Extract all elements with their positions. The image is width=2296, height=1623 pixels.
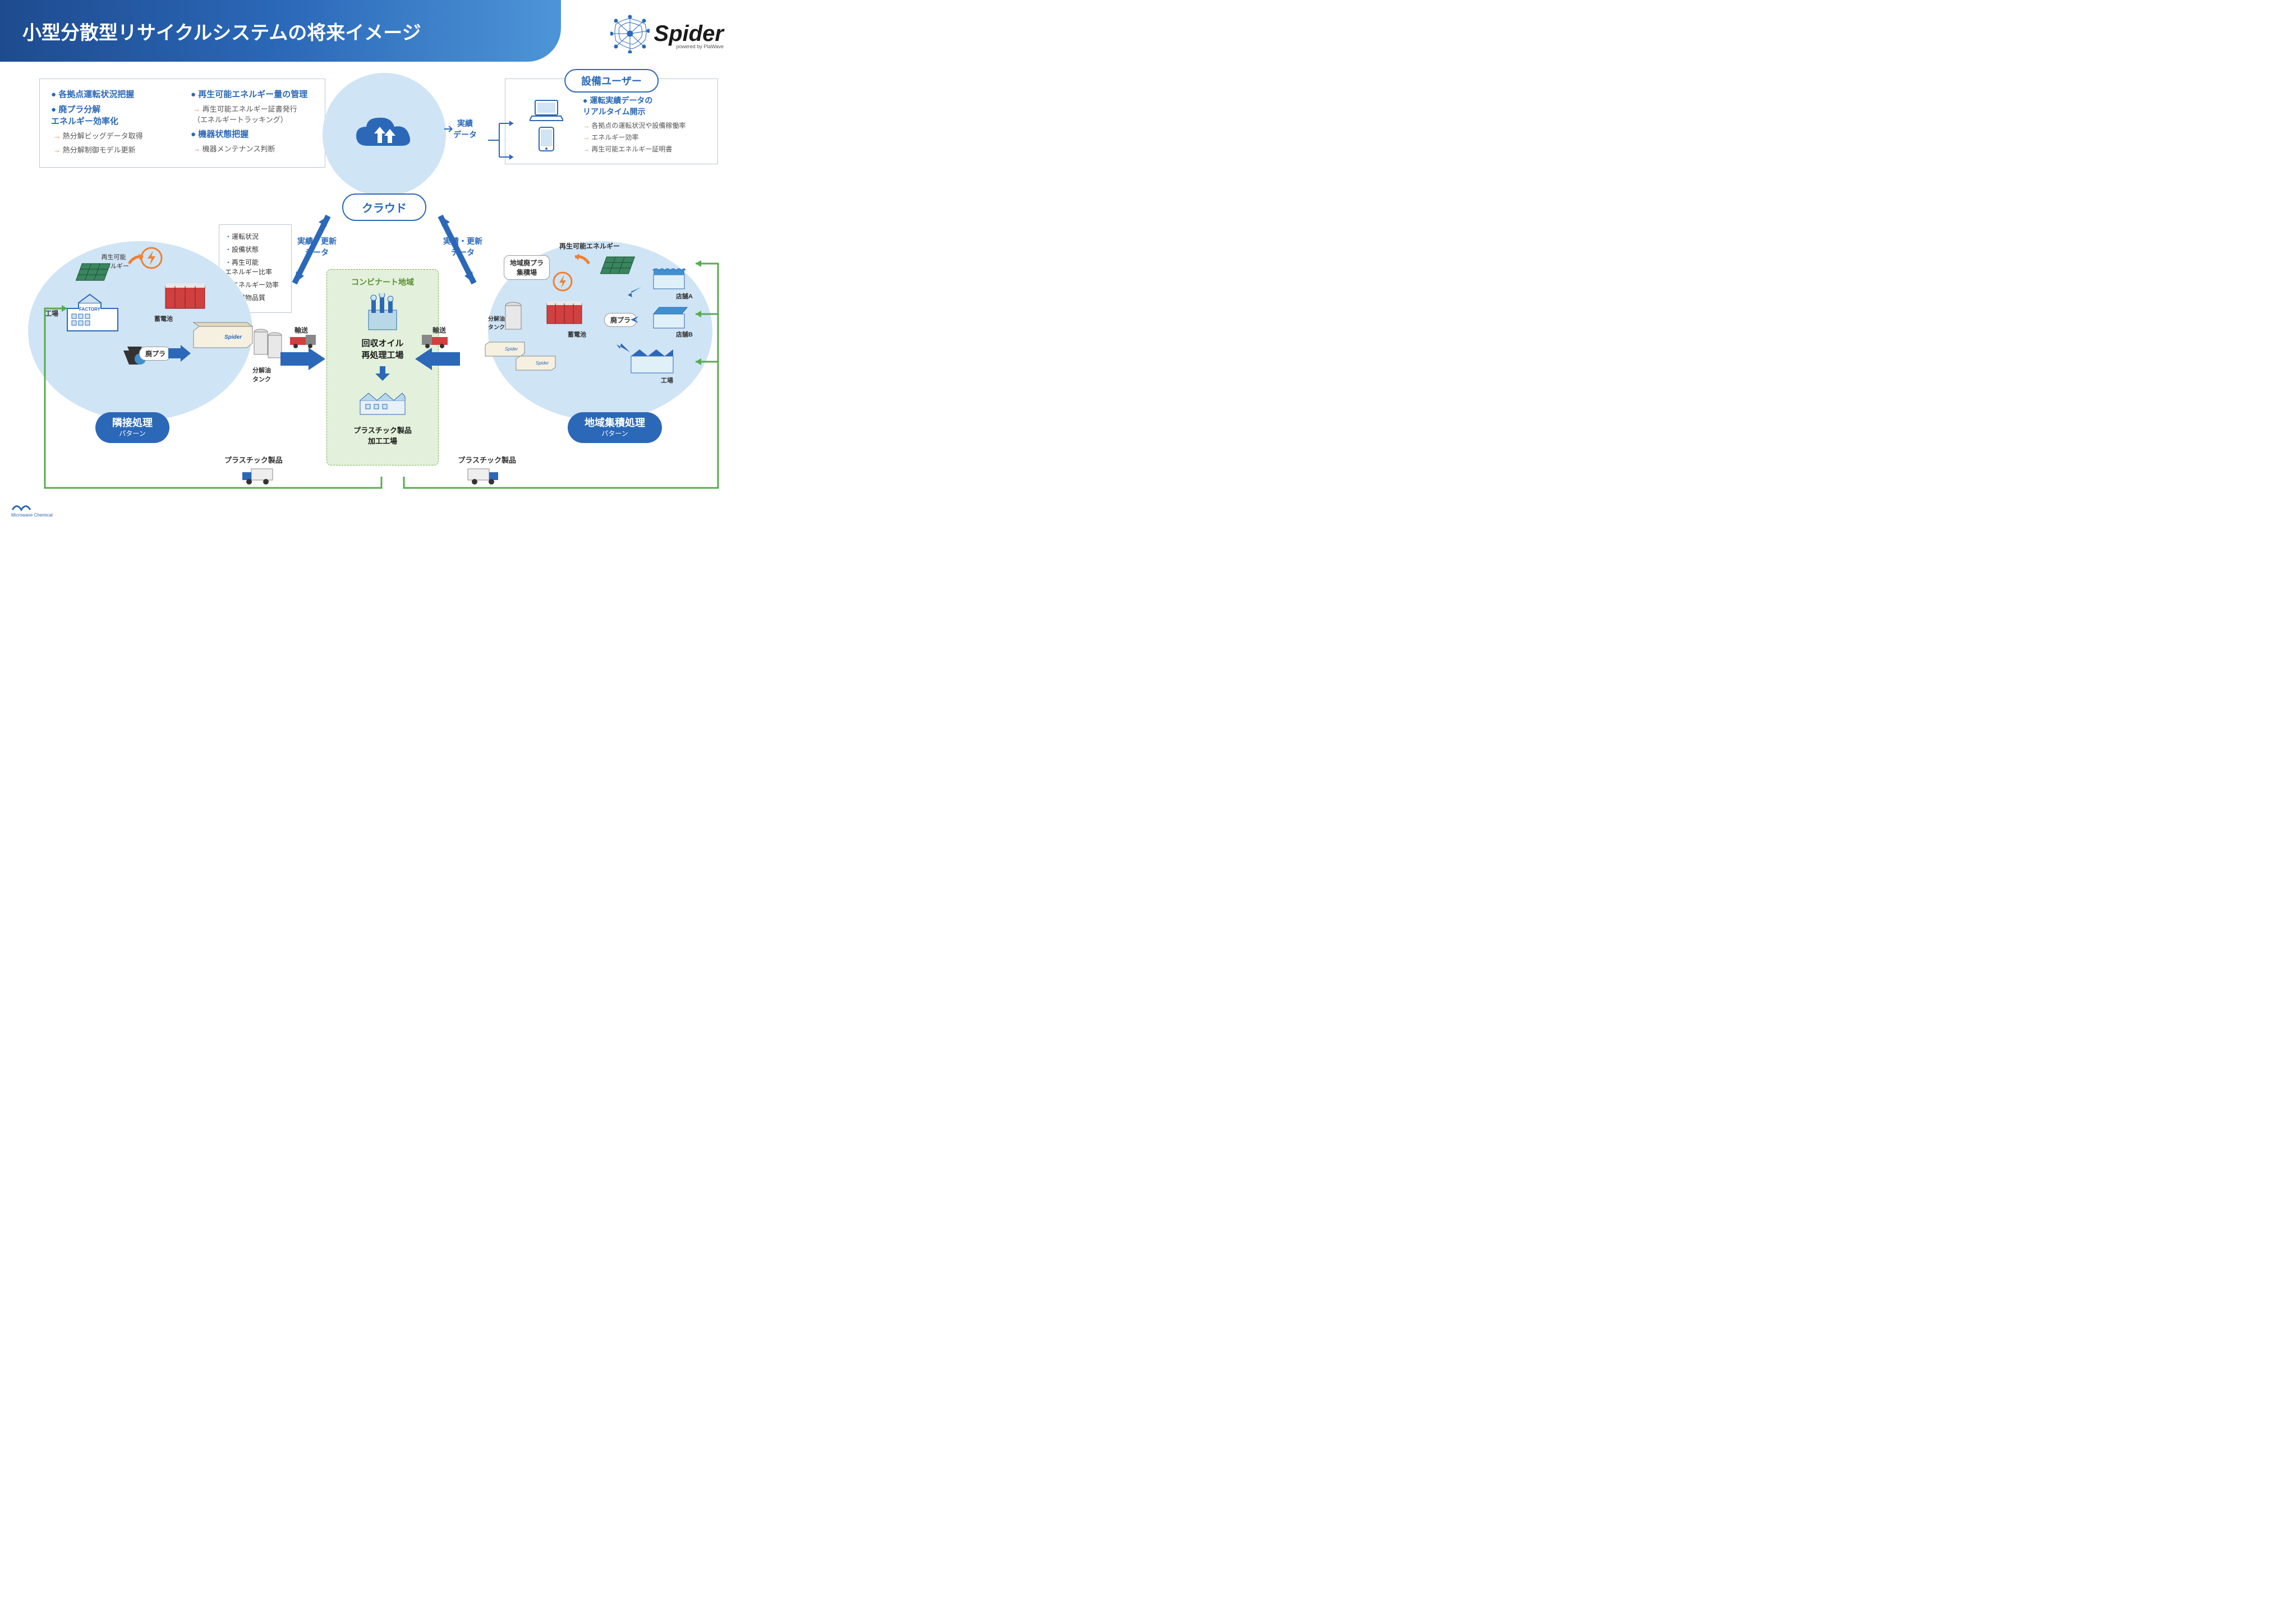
cloud-circle (323, 73, 446, 196)
svg-text:Spider: Spider (536, 361, 549, 366)
store-a-label: 店舗A (676, 292, 693, 301)
local-waste-label: 地域廃プラ 集積場 (504, 255, 550, 280)
logo-text: Spider (654, 21, 724, 47)
truck-right-icon (418, 334, 449, 349)
arrow-right-icon (444, 123, 455, 135)
battery-right-label: 蓄電池 (568, 330, 586, 339)
battery-label: 蓄電池 (154, 314, 173, 323)
battery-icon (163, 275, 213, 314)
cloud-label: クラウド (342, 193, 426, 221)
down-arrow-icon (374, 365, 391, 382)
plastic-factory-icon (355, 386, 411, 420)
metric-item: 再生可能 エネルギー比率 (225, 257, 286, 276)
update-data-label-right: 実績・更新 データ (443, 236, 482, 258)
factory-right-label: 工場 (661, 376, 673, 385)
store-b-icon (651, 306, 690, 331)
oil-tank-right-icon (502, 300, 530, 334)
feature-sub: 熱分解ビッグデータ取得 (53, 130, 174, 141)
orange-arrow-icon (126, 252, 149, 269)
battery-right-icon (544, 294, 589, 328)
svg-text:Spider: Spider (224, 334, 242, 340)
svg-text:Spider: Spider (505, 347, 518, 352)
update-data-label-left: 実績・更新 データ (297, 236, 337, 258)
smartphone-icon (538, 126, 555, 152)
feature-main: 各拠点運転状況把握 (51, 88, 174, 100)
plastic-product-right: プラスチック製品 (458, 454, 516, 465)
bracket-icon (488, 112, 527, 168)
store-a-icon (651, 264, 690, 292)
solar-panel-right-icon (597, 251, 637, 279)
solar-panel-icon (73, 258, 112, 286)
pattern-right-badge: 地域集積処理 パターン (568, 412, 662, 443)
metric-item: 設備状態 (225, 245, 286, 254)
feature-main: 機器状態把握 (191, 128, 314, 140)
blue-arrow-wide-icon (280, 348, 325, 370)
user-sub-item: 各拠点の運転状況や設備稼働率 (583, 121, 707, 130)
svg-text:FACTORY: FACTORY (79, 307, 100, 312)
laptop-icon (530, 99, 563, 122)
feature-sub: 機器メンテナンス判断 (193, 143, 314, 154)
blue-arrow-left-icon (415, 348, 460, 370)
factory-icon: FACTORY (62, 286, 129, 336)
metric-item: 運転状況 (225, 232, 286, 241)
mwc-logo-icon (11, 501, 34, 513)
green-area-title: コンビナート地域 (334, 276, 431, 288)
small-arrow-1-icon (625, 286, 642, 298)
lightning-right-icon (550, 269, 575, 294)
store-b-label: 店舗B (676, 330, 693, 339)
factory-label: 工場 (45, 308, 58, 318)
delivery-truck-left-icon (241, 467, 275, 486)
waste-plastic-label: 廃プラ (139, 347, 172, 361)
plant2-label: プラスチック製品 加工工場 (334, 425, 431, 446)
spider-web-icon (610, 14, 650, 53)
spider-units-right-icon: Spider Spider (482, 334, 561, 379)
spider-unit-icon: Spider (191, 320, 258, 359)
plastic-product-left: プラスチック製品 (224, 454, 283, 465)
user-sub-item: エネルギー効率 (583, 132, 707, 142)
user-main: 運転実績データの リアルタイム開示 (583, 95, 707, 117)
cloud-icon (351, 112, 418, 157)
oil-tank-label: 分解油 タンク (252, 366, 271, 384)
renewable-label-right: 再生可能エネルギー (559, 241, 620, 251)
user-box-title: 設備ユーザー (564, 69, 659, 93)
oil-tank-right-label: 分解油 タンク (488, 314, 505, 331)
blue-arrow-icon (168, 345, 191, 362)
cloud-features-box: 各拠点運転状況把握廃プラ分解 エネルギー効率化熱分解ビッグデータ取得熱分解制御モ… (39, 79, 325, 168)
user-box: 設備ユーザー 運転実績データの リアルタイム開示 各拠点の運転状況や設備稼働率エ… (505, 79, 718, 164)
pattern-left-badge: 隣接処理 パターン (95, 412, 169, 443)
page-title: 小型分散型リサイクルシステムの将来イメージ (22, 17, 421, 45)
logo-tagline: powered by PlaWave (676, 44, 724, 49)
truck-icon (289, 334, 320, 349)
header-bar: 小型分散型リサイクルシステムの将来イメージ (0, 0, 561, 62)
user-sub-item: 再生可能エネルギー証明書 (583, 144, 707, 154)
feature-main: 廃プラ分解 エネルギー効率化 (51, 103, 174, 127)
footer-logo: Microwave Chemical (11, 501, 53, 518)
feature-sub: 熱分解制御モデル更新 (53, 144, 174, 155)
delivery-truck-right-icon (466, 467, 499, 486)
results-data-label: 実績 データ (453, 118, 477, 140)
small-arrow-3-icon (614, 342, 631, 354)
factory-right-icon (628, 345, 679, 376)
feature-sub: 再生可能エネルギー証書発行 （エネルギートラッキング） (193, 103, 314, 125)
small-arrow-2-icon (631, 315, 646, 324)
feature-main: 再生可能エネルギー量の管理 (191, 88, 314, 100)
refinery-icon (357, 293, 408, 333)
